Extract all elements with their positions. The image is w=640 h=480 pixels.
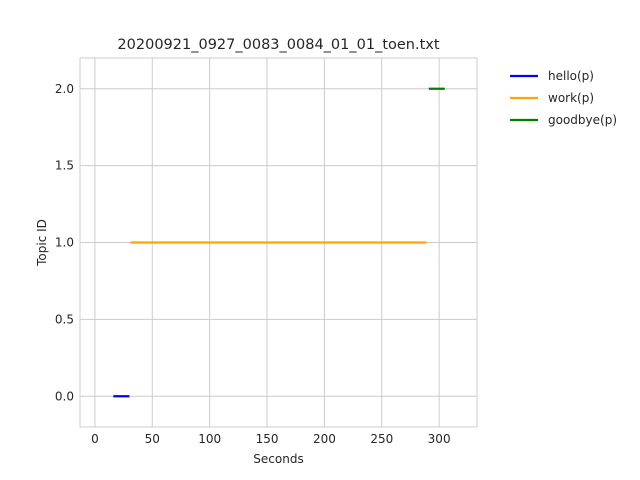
x-tick-label: 50 <box>145 432 160 446</box>
y-tick-label: 0.5 <box>55 312 74 326</box>
legend-label: hello(p) <box>548 69 594 83</box>
legend-label: goodbye(p) <box>548 113 617 127</box>
y-tick-label: 2.0 <box>55 82 74 96</box>
x-axis-ticks: 0 50 100 150 200 250 300 <box>91 432 450 446</box>
x-tick-label: 0 <box>91 432 99 446</box>
chart-title: 20200921_0927_0083_0084_01_01_toen.txt <box>117 37 439 53</box>
x-tick-label: 300 <box>428 432 451 446</box>
legend-label: work(p) <box>548 91 594 105</box>
plot-area-frame <box>79 57 478 428</box>
y-tick-label: 0.0 <box>55 389 74 403</box>
legend: hello(p) work(p) goodbye(p) <box>510 69 617 127</box>
x-tick-label: 150 <box>256 432 279 446</box>
series-marks <box>113 87 445 398</box>
y-axis-ticks: 0.0 0.5 1.0 1.5 2.0 <box>55 82 74 404</box>
y-tick-label: 1.0 <box>55 236 74 250</box>
x-tick-label: 250 <box>370 432 393 446</box>
y-tick-label: 1.5 <box>55 159 74 173</box>
x-axis-label: Seconds <box>253 452 303 466</box>
x-tick-label: 100 <box>198 432 221 446</box>
y-axis-label: Topic ID <box>35 219 49 267</box>
x-tick-label: 200 <box>313 432 336 446</box>
